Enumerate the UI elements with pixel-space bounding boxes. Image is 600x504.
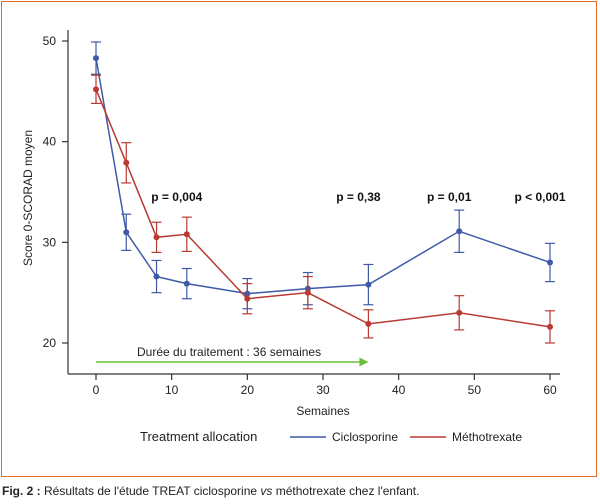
- series-methotrexate: [91, 74, 555, 344]
- data-point: [365, 281, 372, 288]
- series-line: [95, 89, 551, 328]
- x-tick-label: 10: [165, 383, 179, 397]
- x-tick-label: 0: [93, 383, 100, 397]
- caption-text-before: Résultats de l'étude TREAT ciclosporine: [40, 484, 261, 498]
- treatment-duration-label: Durée du traitement : 36 semaines: [137, 345, 321, 359]
- legend-entry-label: Méthotrexate: [452, 430, 522, 444]
- data-point: [244, 295, 251, 302]
- series-ciclosporine: [91, 41, 555, 310]
- figure-frame: [1, 1, 597, 477]
- data-point: [547, 259, 553, 266]
- caption-text-italic: vs: [260, 484, 273, 498]
- data-point: [456, 228, 463, 235]
- caption-fig-label: Fig. 2 :: [2, 484, 41, 498]
- data-point: [304, 289, 311, 296]
- data-point: [456, 309, 463, 316]
- data-point: [123, 159, 130, 166]
- y-axis-label: Score 0-SCORAD moyen: [21, 130, 35, 266]
- chart: 20 30 40 50 0 10 20 30 40 50 60 Semaines Score 0-SCO…: [21, 30, 566, 444]
- legend: Treatment allocation Ciclosporine Méthotre…: [140, 429, 522, 444]
- p-value-annotation: p < 0,001: [514, 190, 565, 204]
- x-tick-label: 50: [468, 383, 482, 397]
- x-axis-label: Semaines: [296, 404, 349, 418]
- data-point: [365, 320, 372, 327]
- x-tick-label: 30: [316, 383, 330, 397]
- x-tick-label: 60: [543, 383, 557, 397]
- x-tick-label: 20: [241, 383, 255, 397]
- p-value-annotation: p = 0,38: [336, 190, 381, 204]
- data-point: [123, 229, 130, 236]
- y-tick-label: 40: [43, 135, 57, 149]
- legend-title: Treatment allocation: [140, 429, 257, 444]
- p-value-annotation: p = 0,004: [151, 190, 202, 204]
- legend-entry-label: Ciclosporine: [332, 430, 398, 444]
- data-point: [183, 231, 190, 238]
- y-tick-label: 30: [43, 235, 57, 249]
- data-point: [153, 273, 160, 280]
- treatment-arrow-head: [359, 357, 369, 367]
- figure-caption: Fig. 2 : Résultats de l'étude TREAT cicl…: [2, 484, 419, 498]
- data-point: [547, 323, 553, 330]
- series-line: [95, 57, 551, 295]
- y-tick-label: 20: [43, 336, 57, 350]
- data-point: [93, 55, 99, 62]
- p-value-annotation: p = 0,01: [427, 190, 472, 204]
- data-point: [93, 86, 99, 93]
- caption-text-after: méthotrexate chez l'enfant.: [272, 484, 420, 498]
- data-point: [153, 234, 160, 241]
- series-layer: [91, 41, 555, 344]
- y-tick-label: 50: [43, 34, 57, 48]
- annotation-layer: p = 0,004 p = 0,38 p = 0,01 p < 0,001: [151, 190, 566, 204]
- axes: 20 30 40 50 0 10 20 30 40 50 60 Semaines Score 0-SCO…: [21, 30, 560, 418]
- x-tick-label: 40: [392, 383, 406, 397]
- data-point: [183, 280, 190, 287]
